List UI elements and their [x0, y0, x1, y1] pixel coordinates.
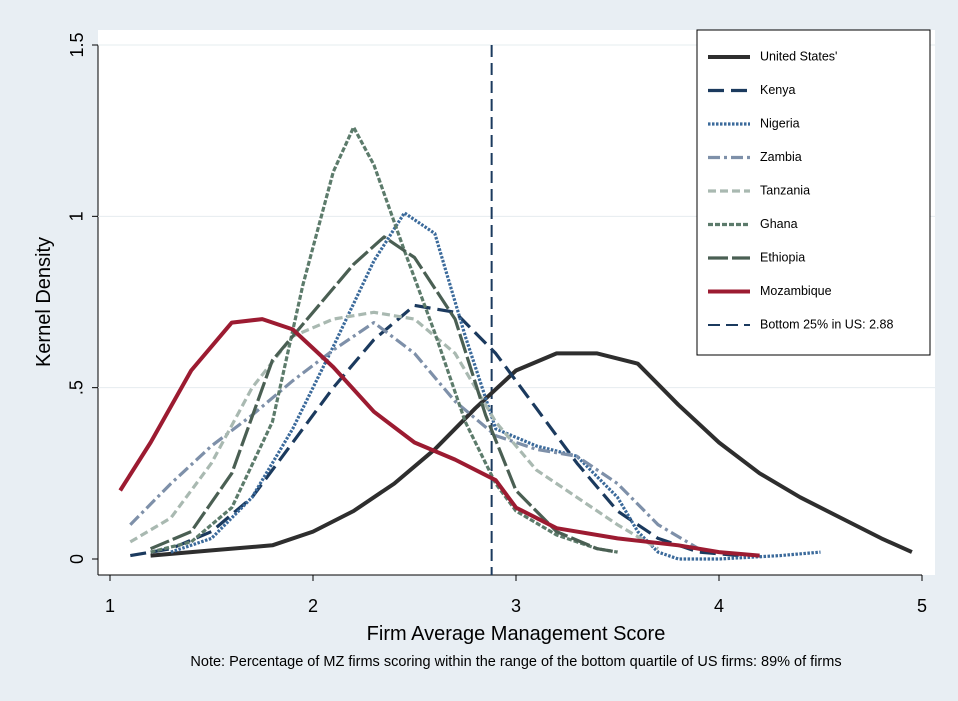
x-tick-label: 1: [105, 596, 115, 616]
legend-label: Zambia: [760, 150, 802, 164]
legend-label: Bottom 25% in US: 2.88: [760, 317, 893, 331]
y-tick-label: .5: [67, 380, 87, 395]
legend-label: Ethiopia: [760, 250, 805, 264]
series-line: [170, 211, 821, 561]
legend-label: Nigeria: [760, 116, 800, 130]
note: Note: Percentage of MZ firms scoring wit…: [190, 654, 841, 670]
series-line: [130, 303, 740, 558]
series-line: [118, 317, 760, 558]
legend-label: Ghana: [760, 217, 798, 231]
y-tick-label: 0: [67, 554, 87, 564]
y-tick-label: 1.5: [67, 32, 87, 57]
series-line: [129, 310, 659, 551]
y-tick-label: 1: [67, 211, 87, 221]
legend-box: [696, 29, 931, 356]
x-axis-label: Firm Average Management Score: [367, 623, 666, 645]
x-tick-label: 2: [308, 596, 318, 616]
series-line: [150, 351, 913, 558]
legend-label: Mozambique: [760, 284, 832, 298]
x-tick-label: 3: [511, 596, 521, 616]
y-axis-label: Kernel Density: [33, 237, 55, 367]
series-line: [149, 235, 618, 554]
series-line: [150, 125, 618, 554]
x-tick-label: 4: [714, 596, 724, 616]
legend-label: Tanzania: [760, 183, 810, 197]
series-line: [129, 321, 700, 551]
legend-label: Kenya: [760, 83, 795, 97]
legend-label: United States': [760, 49, 837, 63]
x-tick-label: 5: [917, 596, 927, 616]
